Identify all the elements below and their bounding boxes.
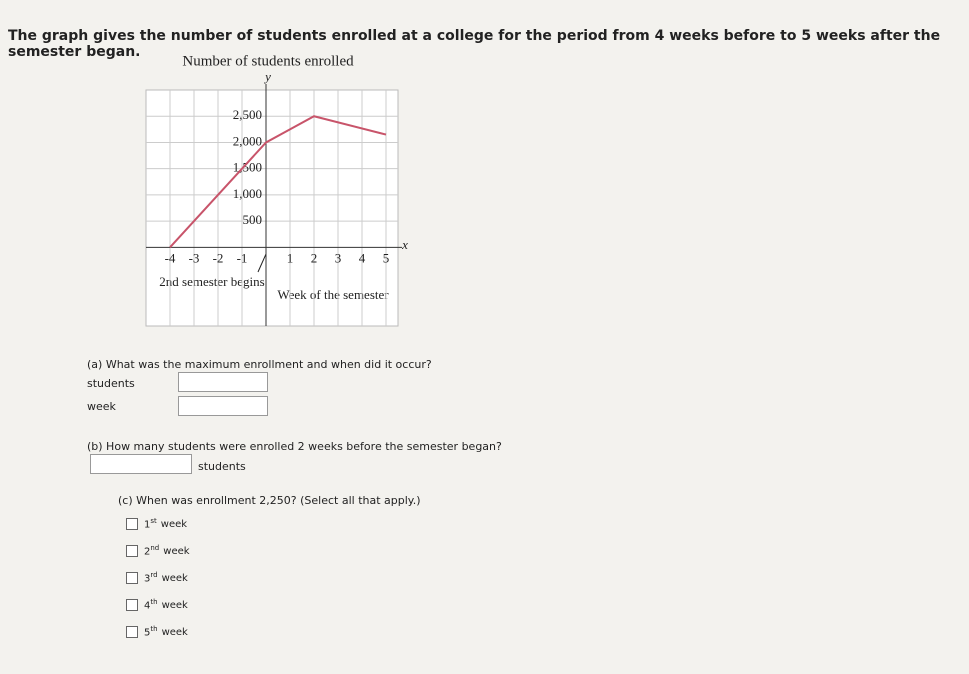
question-a: (a) What was the maximum enrollment and … xyxy=(87,358,432,371)
field-label: students xyxy=(87,377,135,390)
option-sup: th xyxy=(150,598,158,606)
option-text: week xyxy=(161,573,188,585)
x-tick-label: -2 xyxy=(213,250,224,265)
option[interactable]: 2nd week xyxy=(126,544,190,557)
checkbox[interactable] xyxy=(126,571,138,584)
x-tick-label: -3 xyxy=(189,250,200,265)
option-num: 1 xyxy=(144,519,151,531)
checkbox[interactable] xyxy=(126,598,138,611)
answer-input[interactable] xyxy=(178,396,268,416)
option-label: 1st week xyxy=(144,517,187,530)
header-title: The graph gives the number of students e… xyxy=(8,28,941,60)
answer-input[interactable] xyxy=(178,372,268,392)
y-tick-label: 2,000 xyxy=(233,133,262,148)
answer-input[interactable] xyxy=(90,454,192,474)
y-tick-label: 500 xyxy=(243,212,263,227)
y-tick-label: 1,000 xyxy=(233,186,262,201)
x-tick-label: 4 xyxy=(359,250,366,265)
x-tick-label: 5 xyxy=(383,250,390,265)
chart-title: Number of students enrolled xyxy=(182,53,354,69)
x-tick-label: 2 xyxy=(311,250,318,265)
unit-label: students xyxy=(198,460,246,473)
option[interactable]: 5th week xyxy=(126,625,188,638)
option-text: week xyxy=(161,600,188,612)
chart: Number of students enrolled y x 2nd seme… xyxy=(145,53,408,327)
plot-area xyxy=(145,89,399,327)
x-tick-label: -1 xyxy=(237,250,248,265)
option-label: 2nd week xyxy=(144,544,190,557)
question-b: (b) How many students were enrolled 2 we… xyxy=(87,440,502,453)
option-sup: st xyxy=(150,517,157,525)
option-num: 3 xyxy=(144,573,151,585)
x-tick-label: -4 xyxy=(165,250,176,265)
question-c: (c) When was enrollment 2,250? (Select a… xyxy=(118,494,421,507)
option-label: 5th week xyxy=(144,625,188,638)
option-num: 4 xyxy=(144,600,151,612)
option[interactable]: 4th week xyxy=(126,598,188,611)
x-tick-label: 1 xyxy=(287,250,294,265)
option-sup: rd xyxy=(150,571,158,579)
option-sup: th xyxy=(150,625,158,633)
option-sup: nd xyxy=(150,544,160,552)
annotation-arrow xyxy=(257,253,267,273)
option[interactable]: 1st week xyxy=(126,517,187,530)
option-text: week xyxy=(160,519,188,531)
x-tick-label: 3 xyxy=(335,250,342,265)
option-text: week xyxy=(161,627,188,639)
y-axis-label: y xyxy=(263,69,271,84)
field-label: week xyxy=(87,400,116,413)
y-tick-label: 2,500 xyxy=(233,107,262,122)
checkbox[interactable] xyxy=(126,544,138,557)
option-num: 5 xyxy=(144,627,151,639)
checkbox[interactable] xyxy=(126,517,138,530)
annotation: 2nd semester begins xyxy=(159,274,264,289)
data-line xyxy=(169,115,387,249)
option-text: week xyxy=(163,546,190,558)
option-num: 2 xyxy=(144,546,151,558)
option-label: 4th week xyxy=(144,598,188,611)
annotation: Week of the semester xyxy=(277,287,389,302)
x-axis-label: x xyxy=(401,237,408,252)
option[interactable]: 3rd week xyxy=(126,571,188,584)
checkbox[interactable] xyxy=(126,625,138,638)
option-label: 3rd week xyxy=(144,571,188,584)
